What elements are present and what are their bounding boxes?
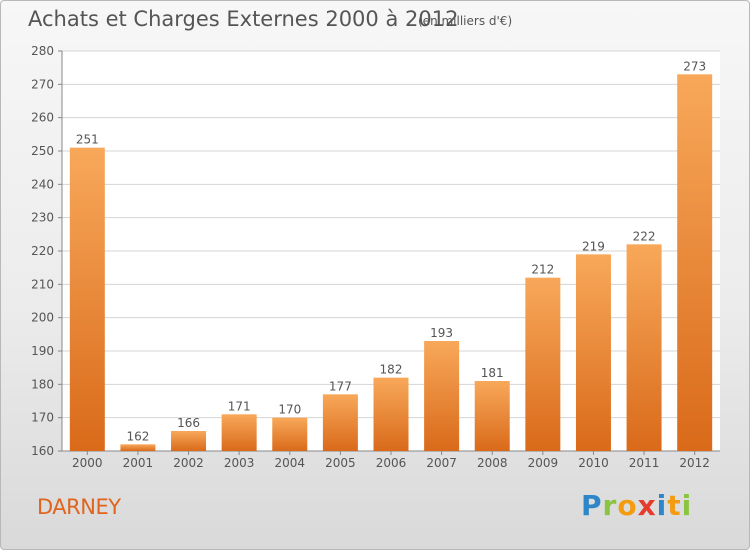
chart-unit: (en milliers d'€) [418,14,513,28]
bar-value-label: 222 [633,229,656,243]
logo-letter: x [637,489,657,522]
bar [221,414,257,451]
bar [272,417,308,451]
proxiti-logo: Proxiti [581,489,692,522]
bar [575,254,611,451]
bar-value-label: 251 [76,133,99,147]
y-tick-label: 220 [31,244,54,258]
bar [69,147,105,451]
y-tick-label: 160 [31,444,54,458]
chart-title: Achats et Charges Externes 2000 à 2012 [28,7,459,31]
y-tick-label: 200 [31,311,54,325]
bar-value-label: 182 [380,363,403,377]
bar [474,381,510,451]
x-tick-label: 2012 [679,456,710,470]
y-tick-label: 170 [31,411,54,425]
x-tick-label: 2001 [123,456,154,470]
bar-value-label: 181 [481,366,504,380]
logo-letter: t [667,489,682,522]
y-tick-label: 210 [31,277,54,291]
bar [373,377,409,451]
y-tick-label: 230 [31,211,54,225]
x-tick-label: 2008 [477,456,508,470]
y-tick-label: 250 [31,144,54,158]
bar-value-label: 219 [582,239,605,253]
x-tick-label: 2010 [578,456,609,470]
logo-letter: P [581,489,603,522]
bar [120,444,156,451]
x-tick-label: 2007 [426,456,457,470]
bar [322,394,358,451]
bar-value-label: 170 [278,403,301,417]
bar-value-label: 171 [228,399,251,413]
x-tick-label: 2011 [629,456,660,470]
x-tick-label: 2005 [325,456,356,470]
commune-name: DARNEY [37,495,121,519]
y-tick-label: 280 [31,44,54,58]
bar-value-label: 273 [683,59,706,73]
logo-letter: r [602,489,618,522]
bar-value-label: 162 [126,429,149,443]
bar-value-label: 166 [177,416,200,430]
logo-letter: i [656,489,668,522]
bar-value-label: 177 [329,379,352,393]
x-tick-label: 2006 [376,456,407,470]
y-tick-label: 190 [31,344,54,358]
x-tick-label: 2002 [173,456,204,470]
x-tick-label: 2004 [274,456,305,470]
logo-letter: o [617,489,638,522]
bar [677,74,713,451]
bar [424,341,460,451]
bar [525,277,561,451]
x-tick-label: 2009 [528,456,559,470]
bar [171,431,207,451]
y-tick-label: 270 [31,77,54,91]
x-tick-label: 2000 [72,456,103,470]
bar-value-label: 193 [430,326,453,340]
bar-value-label: 212 [531,263,554,277]
logo-letter: i [681,489,693,522]
x-tick-label: 2003 [224,456,255,470]
bar [626,244,662,451]
y-tick-label: 260 [31,111,54,125]
y-tick-label: 180 [31,377,54,391]
y-tick-label: 240 [31,177,54,191]
